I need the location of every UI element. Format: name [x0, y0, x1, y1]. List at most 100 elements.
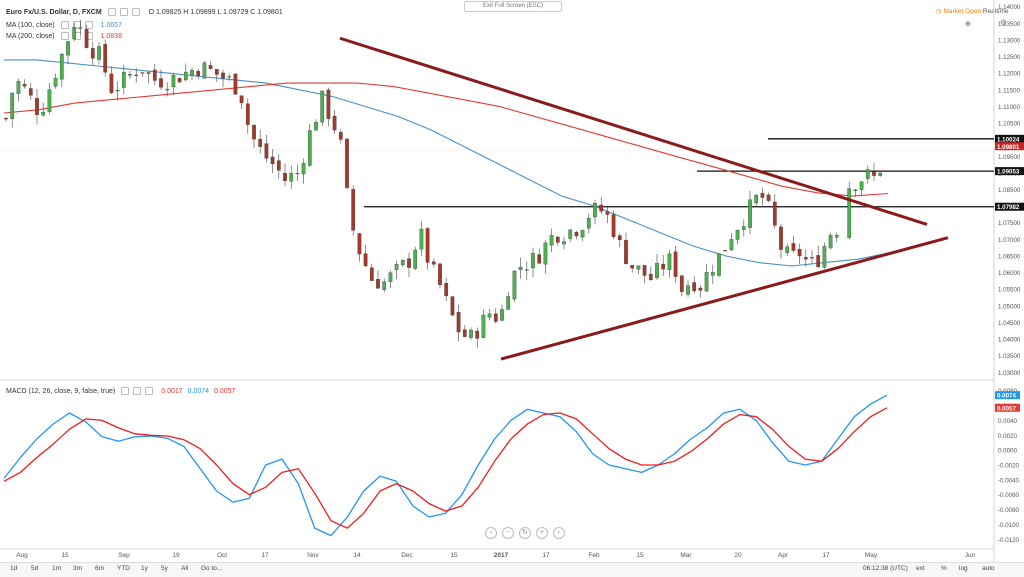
candle-bear [326, 89, 331, 119]
candle-bull [810, 257, 814, 259]
range-ytd[interactable]: YTD [117, 565, 130, 572]
price-axis[interactable]: 1.14000 1.13500 1.13000 1.12500 1.12000 1.115… [998, 4, 1021, 377]
range-3m[interactable]: 3m [73, 565, 83, 572]
range-all[interactable]: All [181, 565, 189, 572]
zoom-out-icon[interactable]: − [501, 527, 514, 539]
close-icon[interactable] [131, 8, 140, 16]
candle-bull [847, 188, 852, 238]
reset-icon[interactable]: ↻ [518, 527, 531, 539]
ohlc-values: O 1.09825 H 1.09899 L 1.09729 C 1.09801 [148, 8, 283, 16]
percent-icon[interactable]: ⊕ [965, 21, 971, 28]
candle-bull [394, 264, 399, 270]
clock-display: 06:12:38 (UTC) [863, 565, 908, 572]
macd-axis[interactable]: 0.00800.00600.00400.00200.0000-0.0020-0.… [995, 388, 1020, 544]
candle-bull [580, 230, 585, 238]
settings-icon[interactable] [72, 21, 81, 29]
candle-bull [289, 173, 294, 182]
eye-icon[interactable] [121, 387, 130, 395]
candle-bear [661, 263, 666, 270]
auto-button[interactable]: auto [982, 565, 995, 572]
goto-button[interactable]: Go to... [201, 565, 223, 572]
eye-icon[interactable] [60, 32, 69, 40]
realtime-text: Realtime [982, 8, 1009, 15]
candle-bull [735, 230, 740, 240]
time-axis[interactable]: Aug 15 Sep 19 Oct 17 Nov 14 Dec 15 2017 17 Feb 15 Mar 2… [16, 552, 975, 559]
macd-tick-label: 0.0000 [998, 448, 1017, 455]
candle-bull [878, 172, 883, 176]
candle-bear [692, 282, 697, 292]
candle-bull [686, 285, 690, 295]
candle-bull [121, 72, 126, 88]
macd-value-box [995, 403, 1020, 412]
candle-bear [648, 273, 653, 281]
trend-lines[interactable] [339, 36, 949, 361]
candle-bear [196, 70, 201, 77]
settings-icon[interactable] [133, 387, 142, 395]
candle-bear [425, 228, 430, 263]
candle-bull [828, 234, 833, 249]
macd-signal-value: 0.0057 [213, 387, 236, 395]
date-tick-label: Apr [778, 552, 789, 559]
candle-bear [369, 267, 374, 281]
price-level-label: 1.09053 [997, 169, 1020, 176]
log-button[interactable]: log [959, 565, 968, 572]
candle-bear [642, 265, 647, 276]
price-tick-label: 1.11000 [998, 104, 1020, 111]
candle-bear [444, 283, 449, 297]
candle-bull [10, 92, 15, 119]
close-icon[interactable] [84, 21, 93, 29]
candles [4, 19, 883, 349]
scroll-right-icon[interactable]: › [552, 527, 565, 539]
candle-bull [202, 62, 207, 79]
range-6m[interactable]: 6m [95, 565, 105, 572]
scroll-left-icon[interactable]: ‹ [485, 527, 497, 539]
range-1m[interactable]: 1m [52, 565, 62, 572]
eye-icon[interactable] [107, 8, 116, 16]
candle-bull [469, 329, 473, 338]
date-tick-label: Mar [680, 552, 692, 559]
chart-canvas[interactable]: 1.14000 1.13500 1.13000 1.12500 1.12000 1.115… [0, 0, 1024, 562]
candle-bear [22, 84, 27, 87]
candle-bear [797, 248, 802, 257]
range-1y[interactable]: 1y [141, 565, 148, 572]
horizontal-lines[interactable] [364, 138, 994, 208]
candle-bear [252, 125, 256, 140]
gear-icon[interactable]: ⚙ [1000, 18, 1008, 27]
macd-tick-label: -0.0040 [998, 477, 1020, 484]
macd-tick-label: -0.0080 [998, 507, 1020, 514]
candle-bear [407, 258, 411, 268]
macd-line [3, 394, 888, 537]
candle-bull [859, 181, 864, 190]
candle-bear [239, 95, 244, 104]
candle-bear [555, 236, 560, 243]
market-status: ◷ Market Open Realtime [936, 7, 1009, 15]
date-tick-label: Aug [16, 552, 28, 559]
settings-icon[interactable] [119, 8, 128, 16]
candle-bear [779, 226, 783, 250]
candle-bull [500, 309, 504, 321]
eye-icon[interactable] [60, 21, 69, 29]
ext-button[interactable]: ext [916, 565, 925, 572]
candle-bear [345, 138, 349, 188]
candle-bear [462, 329, 467, 337]
candle-bull [301, 163, 306, 175]
zoom-in-icon[interactable]: + [535, 527, 548, 539]
price-tick-label: 1.03000 [998, 370, 1021, 377]
candle-bull [382, 281, 387, 290]
exit-fullscreen-button[interactable]: Exit Full Screen (ESC) [464, 1, 562, 12]
range-5y[interactable]: 5y [161, 565, 168, 572]
macd-tick-label: 0.0040 [998, 418, 1017, 425]
macd-pane [3, 394, 888, 537]
range-5d[interactable]: 5d [31, 565, 39, 572]
percent-button[interactable]: % [941, 565, 947, 572]
date-tick-label: 17 [542, 552, 550, 559]
range-1d[interactable]: 1d [10, 565, 18, 572]
candle-bull [227, 76, 232, 78]
candle-bear [679, 275, 684, 292]
close-icon[interactable] [145, 387, 154, 395]
candle-bull [586, 217, 591, 229]
candle-bear [264, 143, 269, 159]
candle-bear [698, 287, 703, 291]
date-tick-label: Nov [307, 552, 319, 559]
candle-bull [314, 122, 318, 131]
